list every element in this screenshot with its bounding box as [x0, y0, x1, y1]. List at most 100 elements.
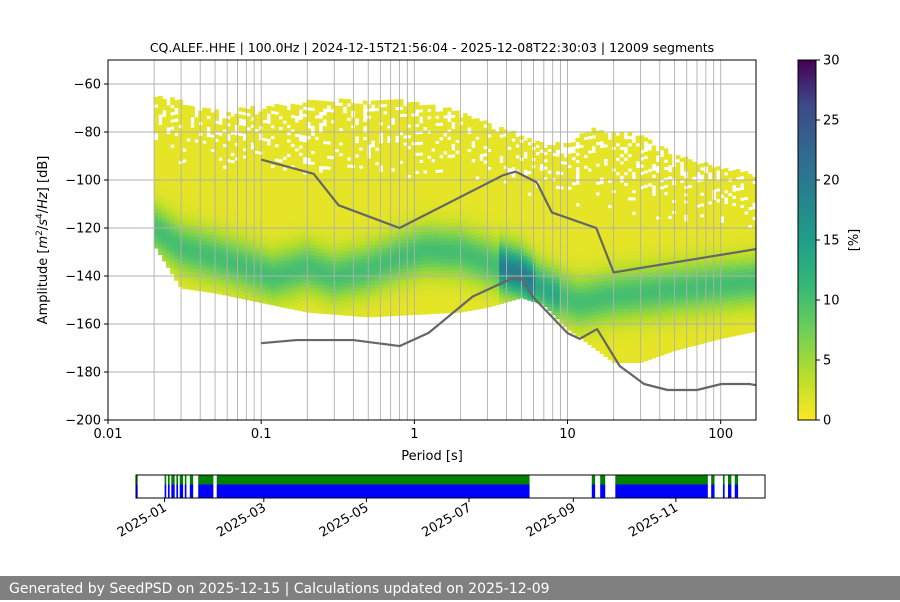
heatmap-cell — [358, 240, 364, 245]
heatmap-cell — [270, 117, 276, 122]
heatmap-cell — [491, 186, 496, 191]
heatmap-cell — [234, 221, 239, 226]
heatmap-cell — [334, 249, 340, 254]
heatmap-cell — [326, 234, 332, 239]
heatmap-cell — [206, 194, 211, 199]
heatmap-cell — [178, 261, 183, 266]
heatmap-cell — [286, 268, 292, 273]
heatmap-cell — [467, 195, 472, 200]
heatmap-cell — [234, 218, 239, 223]
heatmap-cell — [362, 244, 368, 249]
heatmap-cell — [290, 161, 296, 166]
heatmap-cell — [499, 288, 504, 294]
heatmap-cell — [507, 229, 512, 234]
heatmap-cell — [334, 299, 340, 305]
heatmap-cell — [467, 245, 472, 250]
heatmap-cell — [338, 260, 344, 265]
heatmap-cell — [214, 149, 219, 154]
heatmap-cell — [310, 157, 316, 162]
heatmap-cell — [434, 291, 440, 296]
heatmap-cell — [314, 125, 320, 130]
heatmap-cell — [338, 293, 344, 298]
heatmap-cell — [182, 212, 187, 218]
heatmap-cell — [338, 138, 344, 143]
heatmap-cell — [270, 221, 276, 227]
heatmap-cell — [282, 256, 288, 262]
heatmap-cell — [463, 181, 468, 186]
heatmap-cell — [507, 189, 512, 194]
heatmap-cell — [290, 186, 296, 191]
heatmap-cell — [330, 144, 336, 149]
heatmap-cell — [366, 169, 372, 174]
heatmap-cell — [487, 195, 492, 200]
heatmap-cell — [434, 277, 440, 282]
heatmap-cell — [210, 267, 215, 272]
heatmap-cell — [459, 175, 464, 180]
heatmap-cell — [523, 226, 528, 232]
heatmap-cell — [451, 233, 456, 238]
heatmap-cell — [507, 247, 512, 252]
heatmap-cell — [202, 125, 207, 130]
heatmap-cell — [314, 179, 320, 184]
heatmap-cell — [459, 254, 464, 259]
heatmap-cell — [434, 126, 440, 131]
heatmap-cell — [495, 272, 500, 277]
heatmap-cell — [402, 250, 408, 255]
heatmap-cell — [410, 170, 416, 175]
heatmap-cell — [266, 235, 272, 240]
heatmap-cell — [434, 223, 440, 228]
heatmap-cell — [342, 116, 348, 122]
heatmap-cell — [439, 291, 444, 296]
heatmap-cell — [162, 221, 167, 226]
heatmap-cell — [547, 220, 552, 225]
heatmap-cell — [551, 300, 556, 305]
heatmap-cell — [443, 190, 448, 195]
heatmap-cell — [459, 301, 464, 306]
heatmap-cell — [226, 288, 231, 293]
heatmap-cell — [370, 100, 376, 105]
heatmap-cell — [250, 221, 256, 226]
heatmap-cell — [262, 173, 268, 178]
heatmap-cell — [322, 147, 328, 152]
heatmap-cell — [547, 267, 552, 272]
heatmap-cell — [282, 109, 288, 114]
heatmap-cell — [459, 218, 464, 223]
heatmap-cell — [491, 154, 496, 159]
heatmap-cell — [314, 244, 320, 249]
heatmap-cell — [270, 283, 276, 288]
heatmap-cell — [246, 108, 252, 114]
heatmap-cell — [154, 158, 159, 163]
heatmap-cell — [503, 273, 508, 278]
heatmap-cell — [318, 190, 324, 195]
heatmap-cell — [382, 305, 388, 310]
heatmap-cell — [451, 301, 456, 306]
heatmap-cell — [298, 299, 304, 304]
heatmap-cell — [527, 145, 532, 150]
heatmap-cell — [354, 215, 360, 220]
heatmap-cell — [430, 241, 436, 246]
heatmap-cell — [434, 111, 440, 116]
heatmap-cell — [551, 238, 556, 244]
heatmap-cell — [170, 262, 175, 268]
heatmap-cell — [274, 265, 280, 271]
heatmap-cell — [210, 159, 215, 164]
heatmap-cell — [234, 250, 239, 255]
heatmap-cell — [154, 129, 159, 134]
heatmap-cell — [170, 115, 175, 120]
heatmap-cell — [318, 280, 324, 285]
heatmap-cell — [374, 186, 380, 191]
heatmap-cell — [467, 188, 472, 193]
heatmap-cell — [318, 140, 324, 145]
heatmap-cell — [178, 203, 183, 208]
heatmap-cell — [527, 166, 532, 172]
heatmap-cell — [158, 236, 163, 241]
heatmap-cell — [495, 131, 500, 136]
heatmap-cell — [182, 198, 187, 203]
heatmap-cell — [234, 286, 239, 291]
heatmap-cell — [539, 160, 544, 165]
heatmap-cell — [382, 164, 388, 169]
heatmap-cell — [310, 121, 316, 126]
heatmap-cell — [306, 200, 312, 205]
heatmap-cell — [314, 305, 320, 310]
heatmap-cell — [430, 248, 436, 253]
